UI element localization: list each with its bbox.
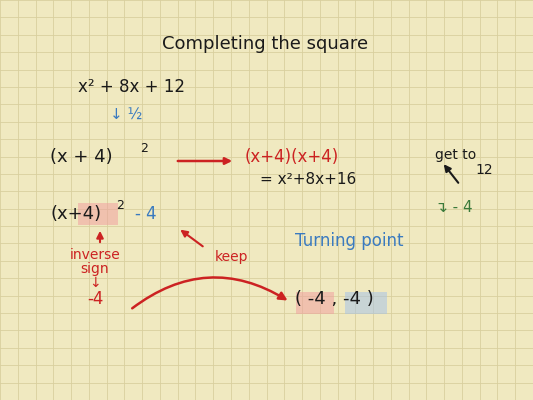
- Text: ↓: ↓: [89, 276, 101, 290]
- Bar: [78, 203, 118, 225]
- Text: ↓ ½: ↓ ½: [110, 108, 142, 123]
- Text: 2: 2: [140, 142, 148, 155]
- Text: x² + 8x + 12: x² + 8x + 12: [78, 78, 185, 96]
- Text: ( -4 , -4 ): ( -4 , -4 ): [295, 290, 374, 308]
- Text: (x+4)(x+4): (x+4)(x+4): [245, 148, 339, 166]
- Text: (x+4): (x+4): [50, 205, 101, 223]
- Text: -4: -4: [87, 290, 103, 308]
- Text: Completing the square: Completing the square: [162, 35, 368, 53]
- Text: 12: 12: [475, 163, 492, 177]
- Bar: [296, 292, 334, 314]
- Text: - 4: - 4: [135, 205, 157, 223]
- Text: 2: 2: [116, 199, 124, 212]
- Text: get to: get to: [435, 148, 477, 162]
- Text: Turning point: Turning point: [295, 232, 403, 250]
- Bar: [345, 292, 387, 314]
- Text: inverse: inverse: [70, 248, 120, 262]
- Text: ↴ - 4: ↴ - 4: [435, 200, 473, 215]
- Text: sign: sign: [80, 262, 109, 276]
- Text: = x²+8x+16: = x²+8x+16: [260, 172, 356, 187]
- Text: keep: keep: [215, 250, 248, 264]
- Text: (x + 4): (x + 4): [50, 148, 112, 166]
